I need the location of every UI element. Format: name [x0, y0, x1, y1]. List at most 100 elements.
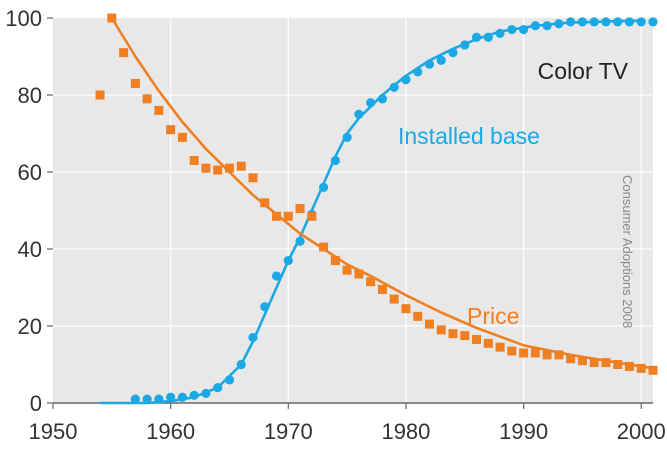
price-point: [436, 325, 446, 335]
price-point: [389, 294, 399, 304]
installed-base-point: [471, 32, 482, 42]
installed-base-point: [483, 32, 493, 42]
installed-base-label: Installed base: [398, 123, 540, 149]
installed-base-point: [401, 75, 411, 85]
installed-base-point: [648, 17, 658, 27]
installed-base-point: [436, 55, 446, 65]
installed-base-point: [448, 48, 458, 58]
installed-base-point: [554, 19, 564, 29]
price-point: [307, 211, 317, 221]
installed-base-point: [260, 302, 270, 312]
installed-base-point: [389, 82, 399, 92]
installed-base-point: [189, 390, 199, 400]
x-tick-label: 1950: [29, 419, 78, 444]
price-point: [413, 311, 423, 321]
y-tick-label: 0: [30, 391, 42, 416]
price-point: [354, 269, 364, 279]
installed-base-point: [342, 132, 352, 142]
price-point: [366, 277, 376, 287]
price-point: [530, 348, 540, 358]
x-axis-ticks: 1950 1960 1970 1980 1990 2000: [29, 403, 666, 444]
x-tick-label: 1990: [499, 419, 548, 444]
price-point: [377, 284, 387, 294]
price-point: [177, 132, 187, 142]
price-point: [566, 354, 576, 364]
installed-base-point: [213, 383, 223, 393]
price-point: [166, 125, 176, 135]
installed-base-point: [601, 17, 611, 27]
installed-base-point: [366, 98, 376, 108]
y-axis-ticks: 0 20 40 60 80 100: [5, 6, 53, 416]
price-point: [224, 163, 234, 173]
x-tick-label: 2000: [617, 419, 666, 444]
installed-base-point: [507, 24, 517, 35]
installed-base-point: [460, 40, 470, 50]
price-point: [295, 204, 305, 214]
installed-base-point: [577, 17, 588, 27]
price-point: [554, 350, 564, 360]
installed-base-point: [495, 28, 505, 38]
installed-base-point: [283, 255, 293, 266]
installed-base-point: [613, 17, 623, 27]
installed-base-point: [295, 236, 305, 246]
price-point: [213, 165, 223, 175]
price-point: [189, 155, 199, 165]
x-tick-label: 1980: [381, 419, 430, 444]
price-point: [507, 346, 517, 356]
y-tick-label: 80: [18, 83, 42, 108]
installed-base-point: [589, 17, 599, 27]
installed-base-point: [166, 392, 176, 402]
y-tick-label: 60: [18, 160, 42, 185]
price-point: [589, 358, 599, 368]
price-point: [142, 94, 152, 104]
price-point: [483, 338, 493, 348]
installed-base-point: [248, 332, 258, 343]
installed-base-point: [271, 271, 282, 281]
installed-base-point: [177, 392, 188, 402]
chart-title: Color TV: [538, 58, 629, 84]
price-point: [401, 304, 411, 314]
price-point: [95, 90, 105, 100]
installed-base-point: [624, 17, 635, 27]
installed-base-point: [330, 155, 340, 166]
price-point: [577, 356, 587, 366]
price-point: [624, 361, 634, 371]
x-tick-label: 1970: [264, 419, 313, 444]
price-point: [460, 331, 470, 341]
price-point: [636, 363, 646, 373]
price-point: [472, 334, 482, 344]
installed-base-point: [201, 388, 211, 398]
price-point: [448, 329, 458, 339]
installed-base-point: [154, 394, 164, 404]
installed-base-point: [224, 375, 235, 385]
x-tick-label: 1960: [146, 419, 195, 444]
price-point: [519, 348, 529, 358]
y-tick-label: 20: [18, 314, 42, 339]
price-point: [248, 173, 258, 183]
installed-base-point: [636, 17, 646, 27]
price-point: [154, 105, 164, 115]
installed-base-point: [377, 94, 388, 104]
installed-base-point: [142, 394, 152, 404]
price-point: [201, 163, 211, 173]
price-point: [260, 198, 270, 208]
price-point: [648, 365, 658, 375]
installed-base-point: [236, 359, 246, 370]
price-point: [319, 242, 329, 252]
y-tick-label: 100: [5, 6, 42, 31]
installed-base-point: [318, 182, 329, 192]
price-point: [236, 161, 246, 171]
price-point: [119, 48, 129, 58]
installed-base-point: [413, 67, 423, 77]
source-note: Consumer Adoptions 2008: [620, 175, 635, 328]
price-label: Price: [467, 303, 519, 329]
installed-base-point: [530, 21, 540, 31]
price-point: [542, 350, 552, 360]
installed-base-point: [542, 21, 552, 31]
price-point: [613, 360, 623, 369]
installed-base-point: [518, 24, 529, 35]
price-point: [330, 256, 340, 266]
price-point: [130, 78, 140, 88]
price-point: [601, 358, 611, 368]
